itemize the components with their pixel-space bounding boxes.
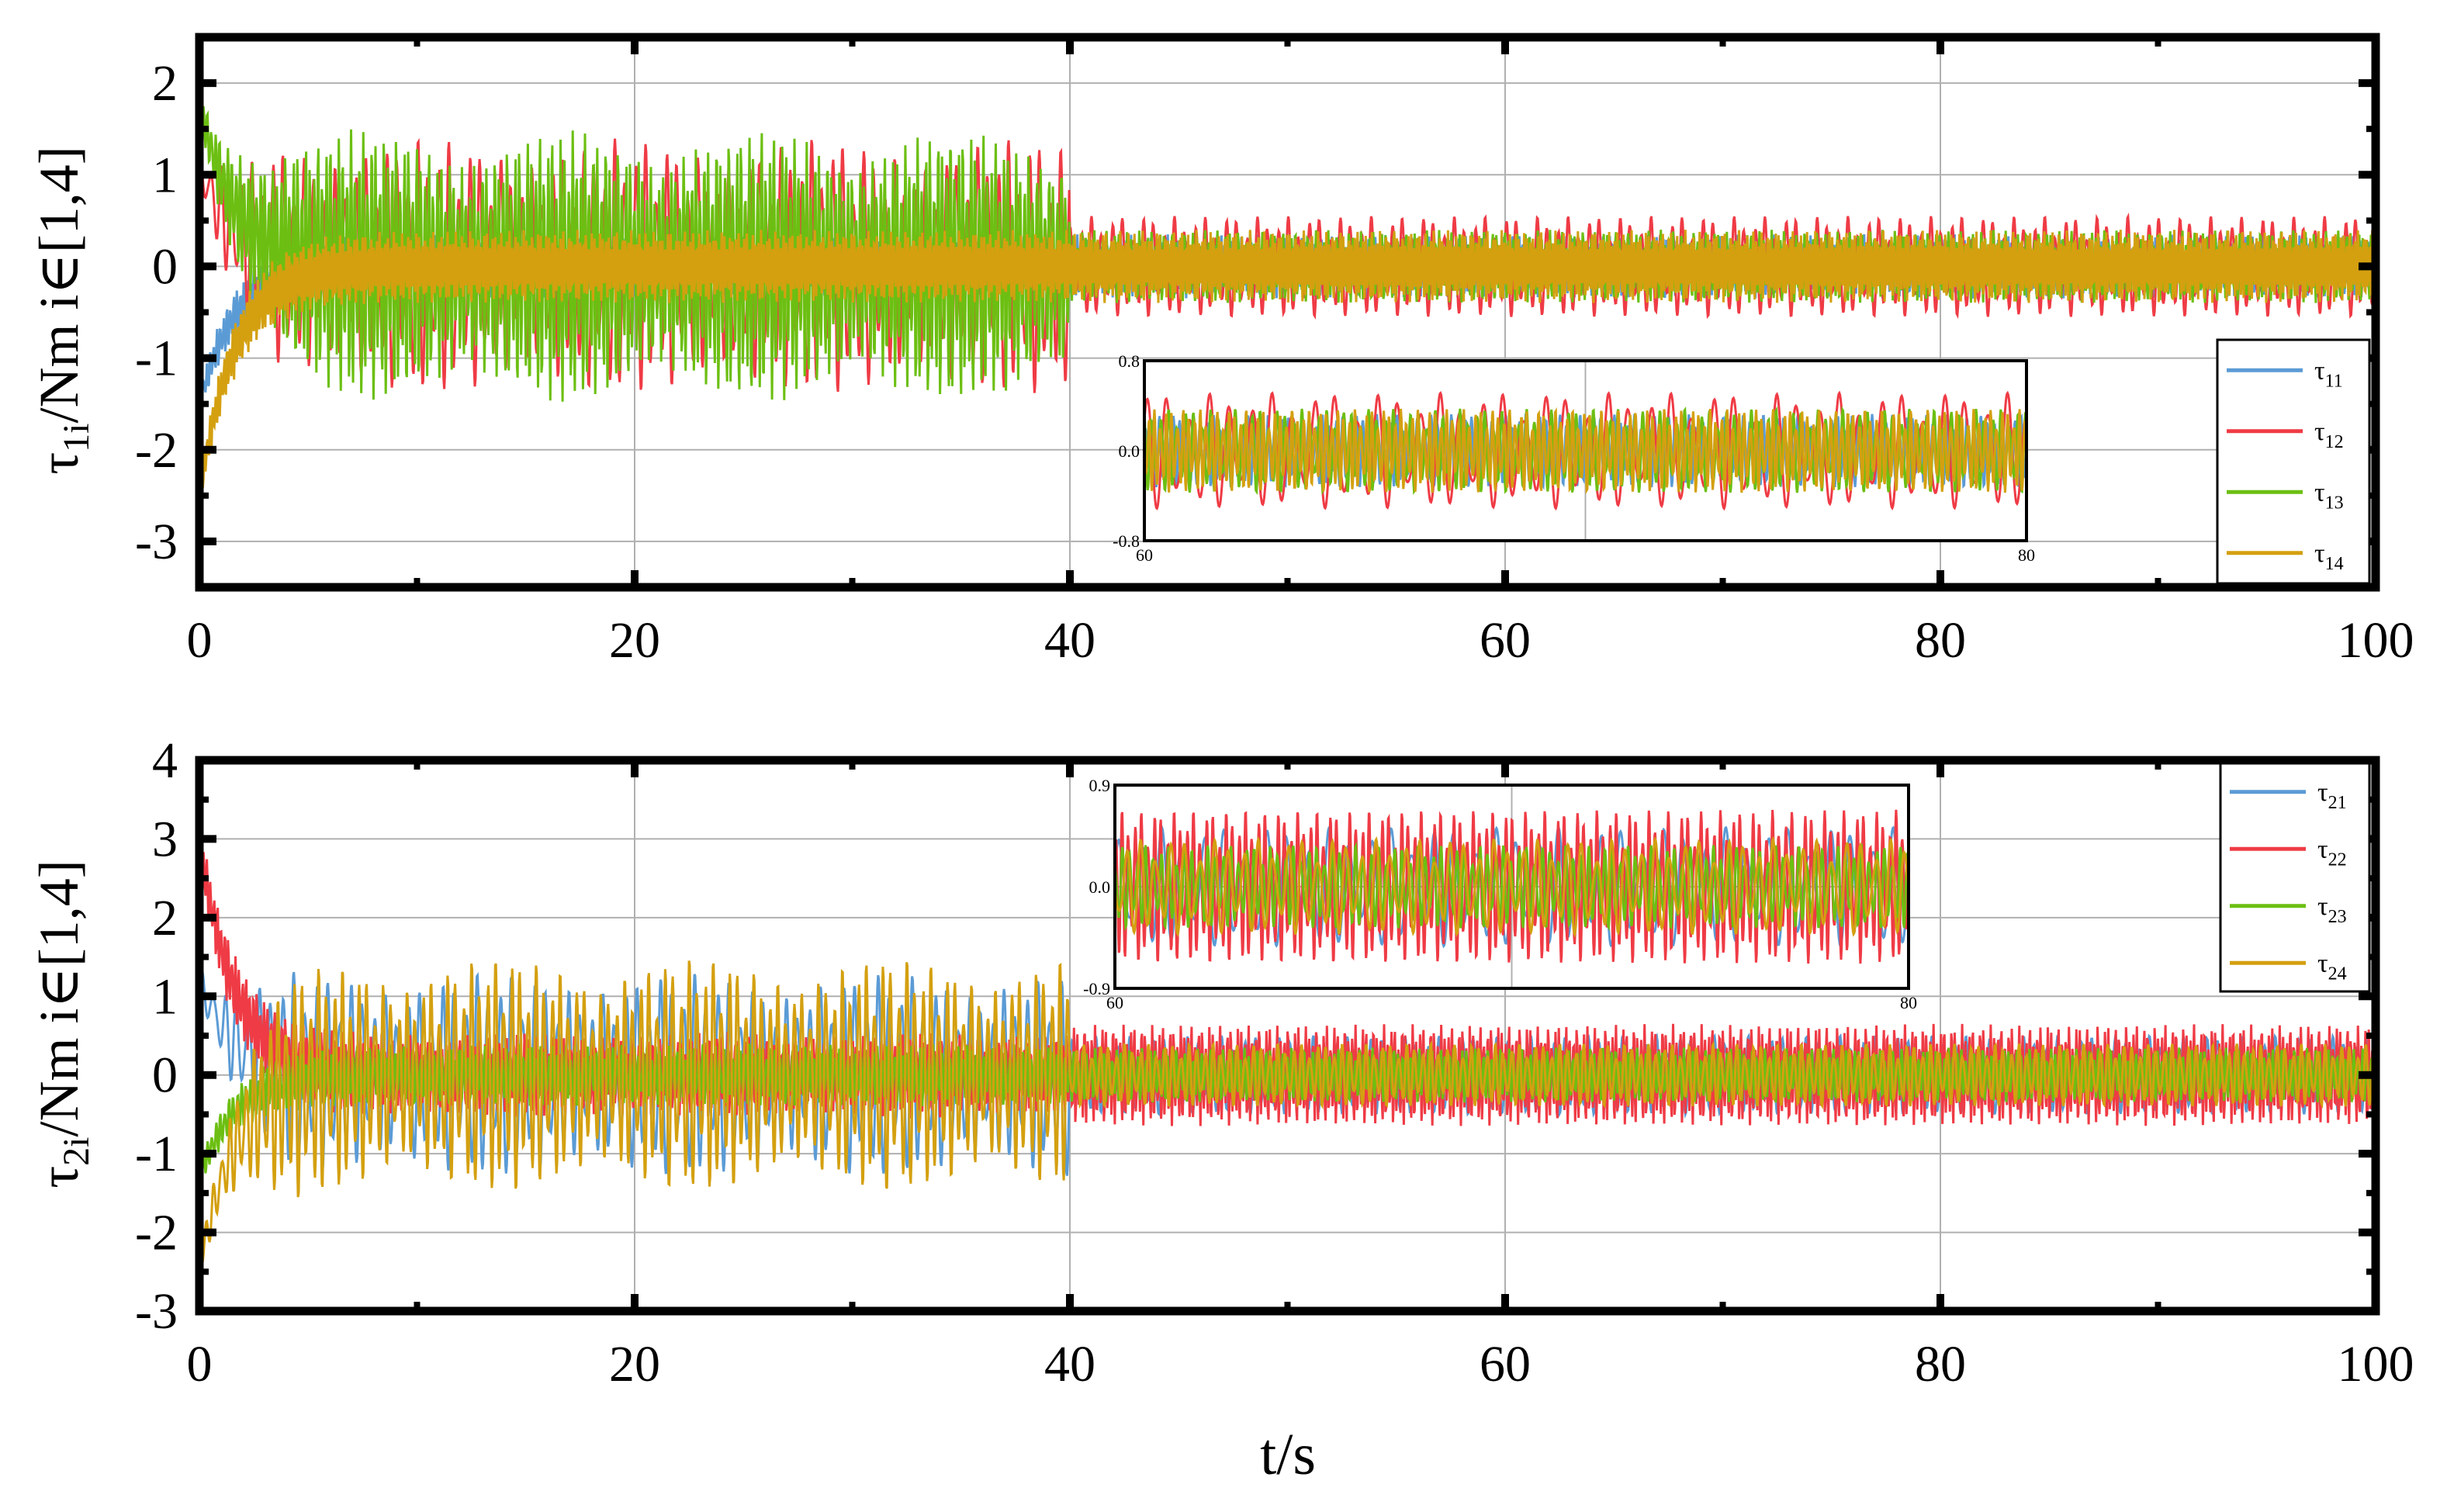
y-tick-label: 2 (152, 55, 178, 112)
inset-chart: 0.9 0.0 -0.960 80 (1083, 776, 1917, 1012)
x-axis-label: t/s (1260, 1422, 1316, 1487)
x-tick-label: 100 (2338, 612, 2414, 669)
y-tick-label: -2 (135, 422, 178, 479)
inset-series-line-22 (1115, 809, 1909, 964)
series-group (199, 94, 2376, 499)
inset-y-tick-label: -0.9 (1083, 979, 1110, 998)
y-tick-label: 1 (152, 147, 178, 203)
x-tick-label: 60 (1480, 1336, 1531, 1393)
inset-x-tick-label: 80 (2018, 545, 2035, 565)
legend-label-sub: 13 (2325, 493, 2344, 513)
series-line-14 (199, 230, 2376, 499)
legend-label: τ22 (2317, 835, 2347, 870)
y-tick-label: 0 (152, 238, 178, 295)
inset-series-group (1115, 809, 1909, 964)
x-tick-label: 80 (1915, 612, 1966, 669)
y-axis-label: τ2i/Nm i∈[1,4] (28, 860, 97, 1188)
x-tick-label: 60 (1480, 612, 1531, 669)
legend-label-main: τ (2317, 949, 2328, 977)
legend-label-main: τ (2317, 892, 2328, 921)
x-tick-label: 40 (1044, 1336, 1095, 1393)
legend-label: τ24 (2317, 949, 2347, 984)
inset-series-group (1144, 390, 2026, 511)
inset-series-line-24 (1115, 836, 1909, 938)
y-tick-label: -1 (135, 1126, 178, 1182)
y-axis-label-rest: /Nm i∈[1,4] (28, 146, 90, 423)
legend-label: τ23 (2317, 892, 2347, 927)
inset-x-tick-label: 60 (1106, 993, 1123, 1012)
legend-label-main: τ (2314, 417, 2325, 446)
legend-label-sub: 11 (2325, 371, 2343, 391)
inset-series-line-23 (1115, 841, 1909, 932)
legend-label: τ11 (2314, 356, 2343, 391)
legend-label-sub: 23 (2328, 907, 2347, 927)
legend-label-sub: 22 (2328, 849, 2347, 870)
legend-label-sub: 12 (2325, 432, 2344, 452)
legend-label-main: τ (2317, 778, 2328, 807)
x-tick-label: 0 (187, 612, 213, 669)
series-group (199, 821, 2376, 1272)
y-axis-label-sub: 2i (56, 1137, 97, 1165)
y-tick-label: -2 (135, 1205, 178, 1261)
legend-label-main: τ (2314, 356, 2325, 385)
y-axis-label: τ1i/Nm i∈[1,4] (28, 146, 97, 475)
inset-y-tick-label: 0.8 (1119, 351, 1140, 371)
y-tick-label: -3 (135, 514, 178, 570)
x-tick-label: 20 (609, 1336, 660, 1393)
legend-label-main: τ (2317, 835, 2328, 863)
inset-y-tick-label: 0.0 (1089, 877, 1111, 897)
y-tick-label: 4 (152, 732, 178, 789)
series-line-24 (199, 960, 2376, 1272)
y-tick-label: -1 (135, 330, 178, 387)
legend-box (2216, 338, 2371, 585)
legend-label-main: τ (2314, 539, 2325, 568)
inset-x-tick-label: 60 (1136, 545, 1153, 565)
y-tick-label: 1 (152, 968, 178, 1025)
inset-series-line-14 (1144, 407, 2026, 495)
x-tick-label: 0 (187, 1336, 213, 1393)
legend-label-sub: 14 (2325, 554, 2344, 574)
y-axis-label-sub: 1i (56, 423, 97, 452)
axes: 0 20 40 60 80 100 2 1 0 -1 -2 -3 (135, 37, 2414, 669)
inset-chart: 0.8 0.0 -0.860 80 (1113, 351, 2035, 565)
y-tick-label: 2 (152, 890, 178, 946)
inset-y-tick-label: -0.8 (1113, 531, 1140, 551)
inset-frame (1143, 359, 2028, 542)
legend-label-main: τ (2314, 478, 2325, 507)
legend-label: τ21 (2317, 778, 2347, 813)
inset-y-tick-label: 0.0 (1119, 441, 1140, 461)
y-tick-label: 3 (152, 811, 178, 867)
inset-frame (1113, 784, 1910, 990)
y-axis-label-main: τ (28, 452, 90, 475)
legend-label-sub: 24 (2328, 964, 2347, 984)
legend-label: τ14 (2314, 539, 2344, 574)
x-tick-label: 80 (1915, 1336, 1966, 1393)
x-tick-label: 20 (609, 612, 660, 669)
legend-box (2219, 762, 2371, 993)
y-axis-label-main: τ (28, 1166, 90, 1188)
x-tick-label: 40 (1044, 612, 1095, 669)
legend-label-sub: 21 (2328, 793, 2347, 813)
series-line-12 (199, 137, 2376, 393)
y-tick-label: -3 (135, 1283, 178, 1340)
y-axis-label-rest: /Nm i∈[1,4] (28, 860, 90, 1137)
legend-label: τ13 (2314, 478, 2344, 513)
legend-label: τ12 (2314, 417, 2344, 452)
x-tick-label: 100 (2338, 1336, 2414, 1393)
inset-x-tick-label: 80 (1900, 993, 1917, 1012)
y-tick-label: 0 (152, 1047, 178, 1104)
inset-y-tick-label: 0.9 (1089, 776, 1111, 795)
